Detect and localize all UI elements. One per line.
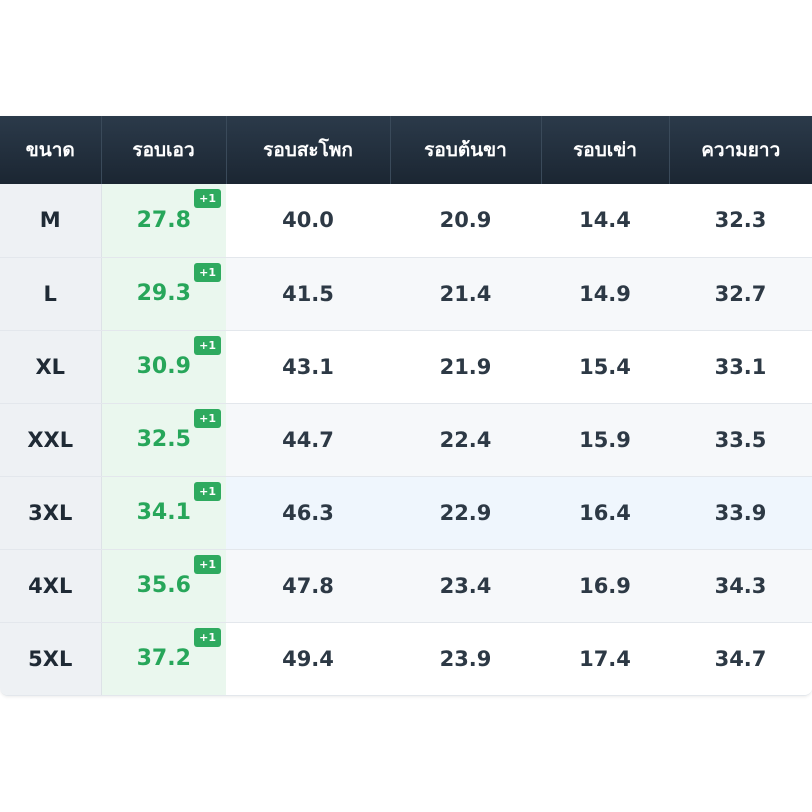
size-cell: M: [0, 184, 102, 258]
header-length: ความยาว: [701, 139, 781, 161]
increment-badge: +1: [194, 408, 221, 428]
waist-value: 29.3: [136, 281, 191, 306]
increment-badge: +1: [194, 262, 221, 282]
waist-value: 37.2: [136, 646, 191, 672]
knee-cell: 17.4: [541, 622, 669, 695]
table-row: 3XL 34.1 +1 46.3 22.9 16.4 33.9: [0, 476, 812, 550]
table-row: 5XL 37.2 +1 49.4 23.9 17.4 34.7: [0, 622, 812, 695]
thigh-cell: 23.4: [390, 549, 541, 623]
header-waist: รอบเอว: [101, 116, 227, 184]
waist-cell: 35.6 +1: [101, 549, 226, 623]
size-cell: XXL: [0, 403, 102, 477]
size-cell: L: [0, 257, 102, 331]
size-cell: 3XL: [0, 476, 102, 550]
increment-badge: +1: [194, 554, 221, 574]
waist-cell: 29.3 +1: [101, 257, 226, 331]
header-thigh: รอบต้นขา: [390, 116, 542, 184]
thigh-cell: 22.9: [390, 476, 541, 550]
waist-cell: 27.8 +1: [101, 184, 226, 258]
increment-badge: +1: [194, 189, 221, 208]
table-row: XXL 32.5 +1 44.7 22.4 15.9 33.5: [0, 403, 812, 477]
thigh-cell: 20.9: [390, 184, 541, 258]
hip-cell: 47.8: [226, 549, 390, 623]
length-cell: 33.1: [669, 330, 812, 404]
length-cell: 32.7: [669, 257, 812, 331]
size-cell: 4XL: [0, 549, 102, 623]
header-size: ขนาด: [0, 116, 102, 184]
hip-cell: 49.4: [226, 622, 390, 695]
knee-cell: 16.9: [541, 549, 669, 623]
size-chart-table-container: ขนาด รอบเอว รอบสะโพก รอบต้นขา รอบเข่า คว…: [0, 116, 812, 696]
size-chart-table: ขนาด รอบเอว รอบสะโพก รอบต้นขา รอบเข่า คว…: [0, 116, 812, 695]
increment-badge: +1: [194, 481, 221, 501]
hip-cell: 41.5: [226, 257, 390, 331]
waist-value: 27.8: [136, 207, 191, 233]
header-knee: รอบเข่า: [541, 116, 670, 184]
length-cell: 33.5: [669, 403, 812, 477]
waist-cell: 30.9 +1: [101, 330, 226, 404]
waist-cell: 34.1 +1: [101, 476, 226, 550]
hip-cell: 43.1: [226, 330, 390, 404]
thigh-cell: 22.4: [390, 403, 541, 477]
length-cell: 34.7: [669, 622, 812, 695]
hip-cell: 46.3: [226, 476, 390, 550]
size-cell: 5XL: [0, 622, 102, 695]
knee-cell: 14.9: [541, 257, 669, 331]
length-cell: 33.9: [669, 476, 812, 550]
waist-value: 30.9: [136, 354, 191, 379]
size-cell: XL: [0, 330, 102, 404]
knee-cell: 14.4: [541, 184, 669, 258]
table-row: M 27.8 +1 40.0 20.9 14.4 32.3: [0, 184, 812, 258]
waist-value: 32.5: [136, 427, 191, 452]
table-row: L 29.3 +1 41.5 21.4 14.9 32.7: [0, 257, 812, 331]
hip-cell: 40.0: [226, 184, 390, 258]
increment-badge: +1: [194, 627, 221, 647]
knee-cell: 16.4: [541, 476, 669, 550]
thigh-cell: 21.4: [390, 257, 541, 331]
length-cell: 32.3: [669, 184, 812, 258]
thigh-cell: 23.9: [390, 622, 541, 695]
table-row: XL 30.9 +1 43.1 21.9 15.4 33.1: [0, 330, 812, 404]
waist-cell: 32.5 +1: [101, 403, 226, 477]
increment-badge: +1: [194, 335, 221, 355]
waist-value: 34.1: [136, 500, 191, 525]
waist-value: 35.6: [136, 573, 191, 598]
waist-cell: 37.2 +1: [101, 622, 226, 695]
table-row: 4XL 35.6 +1 47.8 23.4 16.9 34.3: [0, 549, 812, 623]
thigh-cell: 21.9: [390, 330, 541, 404]
header-hip: รอบสะโพก: [226, 116, 391, 184]
hip-cell: 44.7: [226, 403, 390, 477]
table-header-row: ขนาด รอบเอว รอบสะโพก รอบต้นขา รอบเข่า คว…: [0, 116, 812, 184]
knee-cell: 15.4: [541, 330, 669, 404]
knee-cell: 15.9: [541, 403, 669, 477]
length-cell: 34.3: [669, 549, 812, 623]
